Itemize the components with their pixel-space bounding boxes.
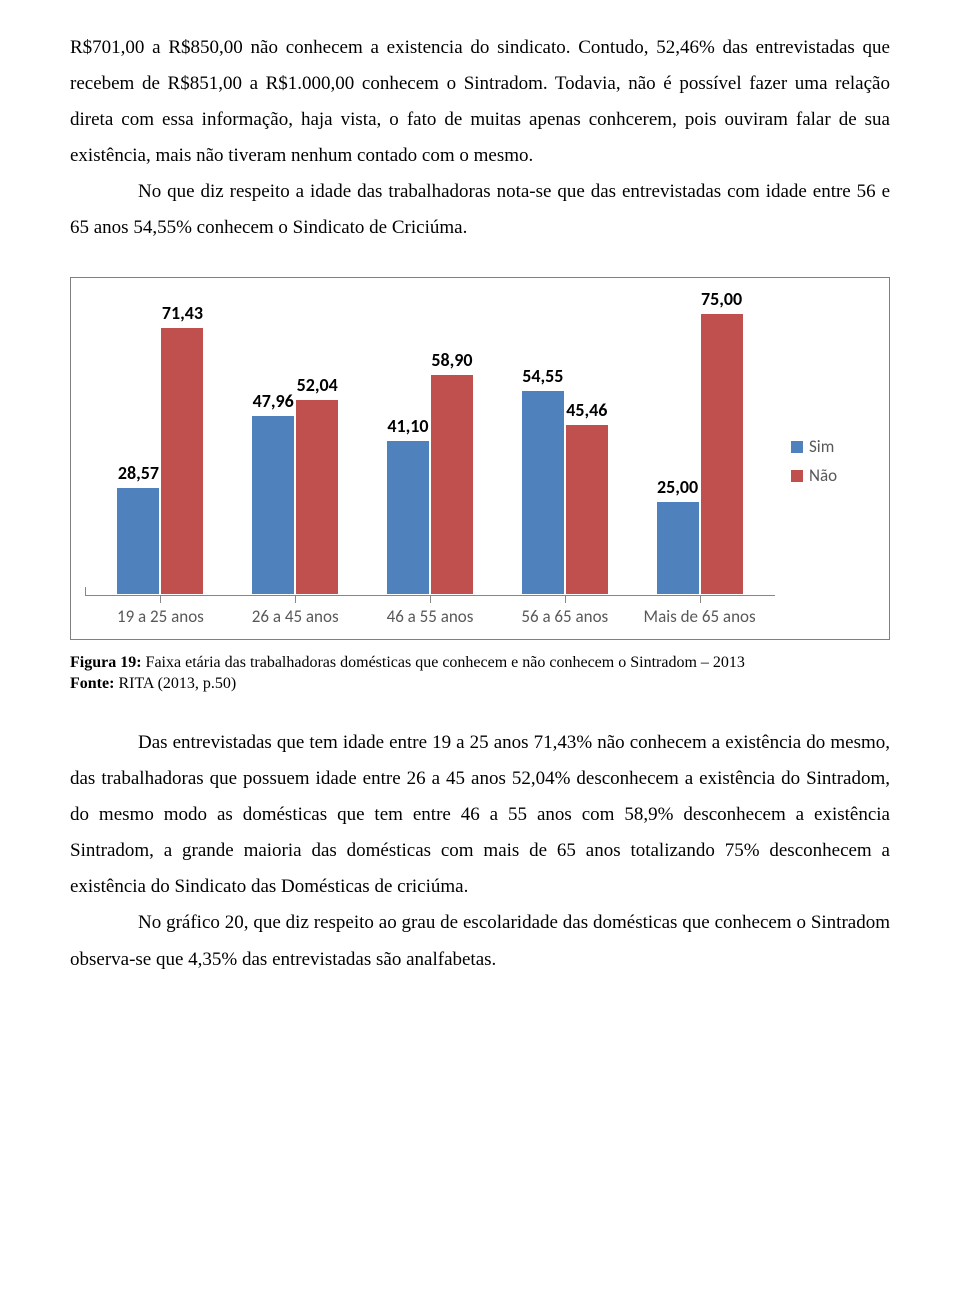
nao-bar: 58,90 <box>430 374 474 595</box>
sim-bar: 54,55 <box>521 390 565 595</box>
source-text: RITA (2013, p.50) <box>114 675 236 692</box>
bar-group: 28,5771,43 <box>93 327 228 595</box>
bar-group: 54,5545,46 <box>497 390 632 595</box>
legend-label: Sim <box>809 436 834 457</box>
paragraph-3: Das entrevistadas que tem idade entre 19… <box>70 725 890 905</box>
bar-value-label: 52,04 <box>297 374 338 396</box>
bar-group: 41,1058,90 <box>363 374 498 595</box>
bar-value-label: 25,00 <box>657 476 698 498</box>
bar-value-label: 54,55 <box>522 365 563 387</box>
bar-group: 25,0075,00 <box>632 313 767 594</box>
legend-item-nao: Não <box>791 465 875 486</box>
legend-label: Não <box>809 465 837 486</box>
sim-bar: 28,57 <box>116 487 160 594</box>
nao-bar: 75,00 <box>700 313 744 594</box>
legend-item-sim: Sim <box>791 436 875 457</box>
sim-bar: 47,96 <box>251 415 295 595</box>
y-axis-stub <box>85 587 86 595</box>
bar-value-label: 45,46 <box>566 399 607 421</box>
sim-bar: 25,00 <box>656 501 700 595</box>
paragraph-1: R$701,00 a R$850,00 não conhecem a exist… <box>70 30 890 174</box>
bar-value-label: 58,90 <box>431 349 472 371</box>
source-label: Fonte: <box>70 675 114 692</box>
age-chart: 28,5771,4347,9652,0441,1058,9054,5545,46… <box>70 277 890 640</box>
x-category-label: 26 a 45 anos <box>228 606 363 627</box>
paragraph-2: No que diz respeito a idade das trabalha… <box>70 174 890 246</box>
figure-caption: Figura 19: Faixa etária das trabalhadora… <box>70 652 890 695</box>
x-category-label: Mais de 65 anos <box>632 606 767 627</box>
bar-value-label: 41,10 <box>387 415 428 437</box>
chart-legend: Sim Não <box>775 296 875 627</box>
bar-value-label: 75,00 <box>701 288 742 310</box>
bar-value-label: 47,96 <box>253 390 294 412</box>
bar-value-label: 28,57 <box>118 462 159 484</box>
paragraph-4: No gráfico 20, que diz respeito ao grau … <box>70 905 890 977</box>
sim-bar: 41,10 <box>386 440 430 594</box>
chart-plot-area: 28,5771,4347,9652,0441,1058,9054,5545,46… <box>85 296 775 596</box>
bar-group: 47,9652,04 <box>228 399 363 594</box>
legend-swatch <box>791 470 803 482</box>
nao-bar: 52,04 <box>295 399 339 594</box>
nao-bar: 45,46 <box>565 424 609 594</box>
figure-label: Figura 19: <box>70 654 142 671</box>
x-category-label: 19 a 25 anos <box>93 606 228 627</box>
x-category-label: 46 a 55 anos <box>363 606 498 627</box>
legend-swatch <box>791 441 803 453</box>
nao-bar: 71,43 <box>160 327 204 595</box>
x-category-label: 56 a 65 anos <box>497 606 632 627</box>
bar-value-label: 71,43 <box>162 302 203 324</box>
figure-text: Faixa etária das trabalhadoras doméstica… <box>142 654 745 671</box>
